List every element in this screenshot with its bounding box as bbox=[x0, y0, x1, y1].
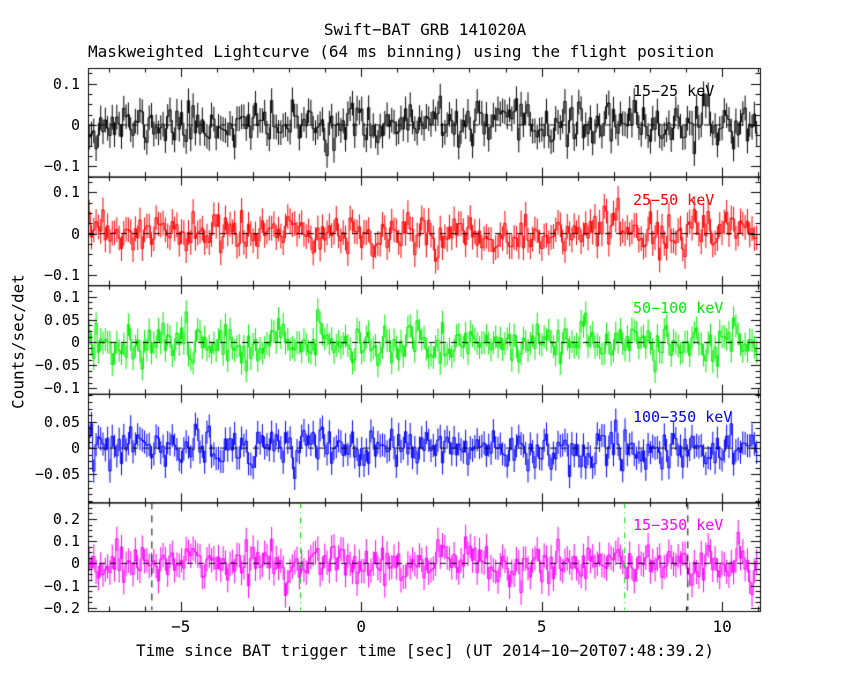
y-tick-label: 0 bbox=[70, 554, 80, 573]
energy-band-label: 100−350 keV bbox=[633, 407, 733, 426]
y-tick-label: −0.1 bbox=[43, 157, 80, 176]
y-tick-label: −0.1 bbox=[43, 379, 80, 398]
y-tick-label: 0.05 bbox=[43, 412, 80, 431]
x-axis-label: Time since BAT trigger time [sec] (UT 20… bbox=[136, 641, 714, 660]
energy-band-label: 15−350 keV bbox=[633, 516, 724, 535]
y-tick-label: 0.1 bbox=[52, 287, 80, 306]
y-tick-label: 0 bbox=[70, 439, 80, 458]
y-tick-label: −0.05 bbox=[34, 465, 80, 484]
y-tick-label: −0.1 bbox=[43, 265, 80, 284]
x-tick-label: 10 bbox=[712, 617, 732, 636]
x-tick-label: 5 bbox=[536, 617, 547, 636]
y-tick-label: 0 bbox=[70, 333, 80, 352]
y-tick-label: −0.2 bbox=[43, 598, 80, 617]
chart-subtitle: Maskweighted Lightcurve (64 ms binning) … bbox=[88, 42, 715, 61]
y-tick-label: 0.1 bbox=[52, 183, 80, 202]
y-tick-label: 0 bbox=[70, 224, 80, 243]
chart-title: Swift−BAT GRB 141020A bbox=[323, 20, 527, 39]
y-tick-label: −0.05 bbox=[34, 356, 80, 375]
y-tick-label: 0.05 bbox=[43, 310, 80, 329]
y-tick-label: 0.1 bbox=[52, 74, 80, 93]
y-tick-label: 0.2 bbox=[52, 510, 80, 529]
y-tick-label: −0.1 bbox=[43, 576, 80, 595]
y-tick-label: 0.1 bbox=[52, 532, 80, 551]
x-tick-label: −5 bbox=[171, 617, 191, 636]
energy-band-label: 50−100 keV bbox=[633, 299, 724, 318]
energy-band-label: 25−50 keV bbox=[633, 190, 715, 209]
y-tick-label: 0 bbox=[70, 115, 80, 134]
x-tick-label: 0 bbox=[356, 617, 366, 636]
energy-band-label: 15−25 keV bbox=[633, 82, 715, 100]
